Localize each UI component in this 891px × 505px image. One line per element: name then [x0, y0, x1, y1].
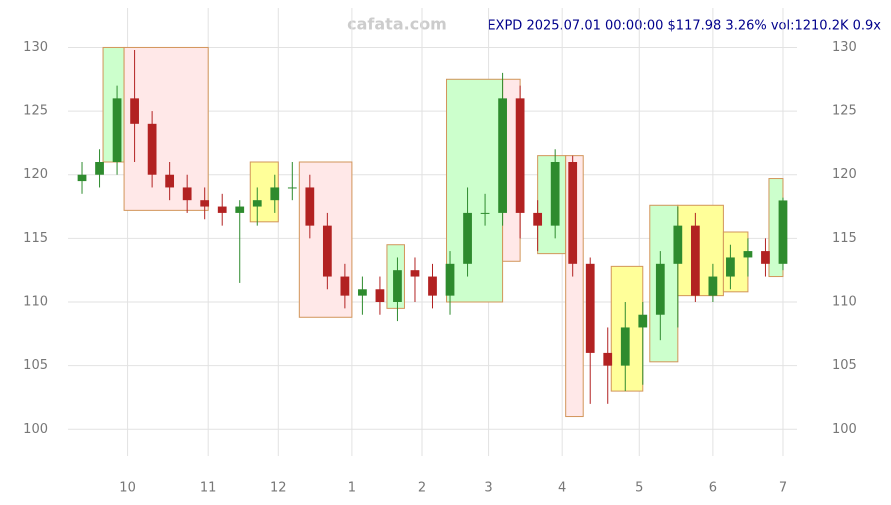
candle-body [708, 276, 718, 296]
chart-title: EXPD 2025.07.01 00:00:00 $117.98 3.26% v… [487, 19, 881, 34]
y-tick-label: 100 [23, 422, 48, 437]
candle-body [585, 263, 595, 353]
x-tick-label: 7 [779, 481, 787, 496]
candle-body [445, 263, 455, 296]
x-tick-label: 1 [348, 481, 356, 496]
candle-body [673, 225, 683, 264]
candle-body [655, 263, 665, 315]
candle-body [690, 225, 700, 296]
candle-body [410, 270, 420, 277]
candle-body [726, 257, 735, 277]
candle-body [358, 289, 367, 296]
candle-body [165, 174, 175, 188]
candle-body [235, 206, 245, 213]
x-tick-label: 10 [119, 481, 136, 496]
y-tick-label: 105 [23, 358, 48, 373]
candle-body [393, 270, 402, 302]
x-tick-label: 12 [270, 481, 287, 496]
y-tick-label-right: 125 [832, 104, 857, 119]
y-tick-label: 120 [23, 167, 48, 182]
y-tick-label-right: 110 [832, 295, 857, 310]
candle-body [761, 251, 770, 264]
candle-body [638, 314, 648, 328]
candle-body [270, 187, 280, 201]
candle-body [287, 187, 297, 189]
candle-body [620, 327, 630, 366]
candle-body [112, 98, 122, 162]
x-tick-label: 11 [200, 481, 217, 496]
candle-body [568, 162, 578, 264]
candle-body [252, 200, 262, 207]
y-tick-label: 115 [23, 231, 48, 246]
y-tick-label-right: 105 [832, 358, 857, 373]
y-tick-label: 130 [23, 40, 48, 55]
candle-body [322, 225, 332, 277]
y-tick-label-right: 120 [832, 167, 857, 182]
candle-body [498, 98, 507, 213]
candle-body [200, 200, 210, 207]
candle-body [743, 251, 753, 258]
candle-body [130, 98, 139, 124]
y-tick-label: 125 [23, 104, 48, 119]
candle-body [95, 162, 104, 175]
y-tick-label: 110 [23, 295, 48, 310]
candle-body [533, 212, 543, 226]
candle-body [603, 352, 613, 366]
candle-body [428, 276, 437, 296]
candle-body [147, 123, 157, 175]
candle-body [550, 162, 560, 226]
y-tick-label-right: 115 [832, 231, 857, 246]
y-tick-label-right: 130 [832, 40, 857, 55]
watermark: cafata.com [347, 15, 447, 34]
x-tick-label: 6 [709, 481, 717, 496]
x-tick-label: 4 [558, 481, 566, 496]
candle-body [340, 276, 350, 296]
candle-body [182, 187, 192, 201]
candle-body [305, 187, 315, 226]
candle-body [375, 289, 385, 302]
candle-body [77, 174, 87, 182]
candle-body [480, 212, 490, 214]
x-tick-label: 3 [484, 481, 492, 496]
zone [446, 78, 504, 303]
candle-body [217, 206, 227, 213]
candle-body [463, 212, 472, 264]
x-tick-label: 5 [635, 481, 643, 496]
x-tick-label: 2 [418, 481, 426, 496]
y-tick-label-right: 100 [832, 422, 857, 437]
candle-body [515, 98, 525, 213]
candle-body [778, 200, 788, 264]
